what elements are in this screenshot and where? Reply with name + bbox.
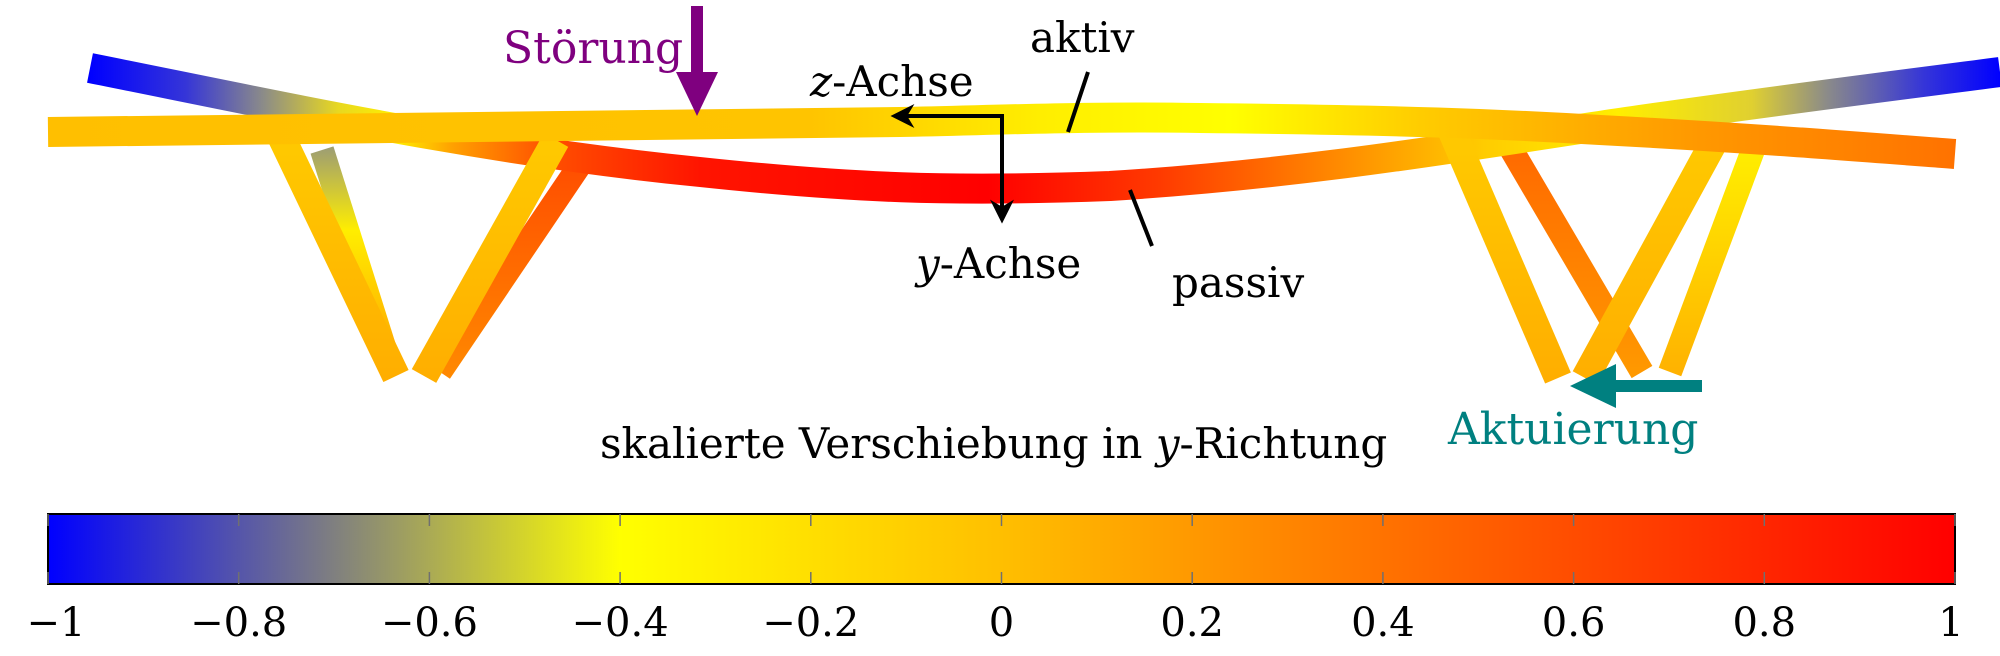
colorbar-tick-label: −1 — [27, 600, 86, 646]
active-leg-right-b — [1585, 140, 1715, 378]
active-label: aktiv — [1030, 13, 1135, 62]
colorbar-tick-label: −0.2 — [762, 600, 859, 646]
z-axis-label: z-Achse — [809, 57, 974, 106]
passive-leg-left-red — [440, 150, 590, 372]
colorbar-tick-label: 0.8 — [1732, 600, 1796, 646]
y-axis-label: y-Achse — [914, 239, 1081, 288]
actuation-label: Aktuierung — [1447, 404, 1698, 455]
passive-label: passiv — [1172, 258, 1304, 307]
colorbar-tick-label: 1 — [1938, 600, 1963, 646]
colorbar-tick-label: −0.4 — [572, 600, 669, 646]
disturbance-label: Störung — [503, 23, 683, 74]
colorbar-tick-label: 0.2 — [1160, 600, 1224, 646]
colorbar-tick-label: −0.6 — [381, 600, 478, 646]
colorbar-tick-label: 0.6 — [1542, 600, 1606, 646]
colorbar-tick-label: 0.4 — [1351, 600, 1415, 646]
colorbar-tick-label: −0.8 — [190, 600, 287, 646]
active-leg-left-b — [424, 140, 556, 376]
colorbar-title: skalierte Verschiebung in y-Richtung — [600, 419, 1387, 468]
active-leg-right-a — [1447, 120, 1558, 378]
colorbar-tick-label: 0 — [989, 600, 1014, 646]
